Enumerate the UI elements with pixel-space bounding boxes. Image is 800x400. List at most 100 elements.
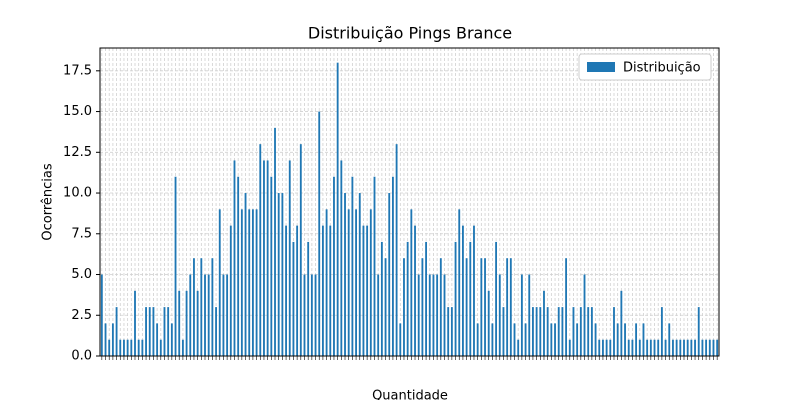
bar — [281, 193, 284, 356]
bar — [126, 339, 129, 356]
bar — [310, 274, 313, 356]
bar — [137, 339, 140, 356]
bar — [296, 225, 299, 356]
bar — [513, 323, 516, 356]
bar — [384, 258, 387, 356]
bar — [598, 339, 601, 356]
bar — [520, 274, 523, 356]
y-tick-label: 0.0 — [71, 349, 92, 364]
bar — [697, 307, 700, 356]
bar — [303, 274, 306, 356]
bar — [458, 209, 461, 356]
bar — [156, 323, 159, 356]
y-tick-label: 10.0 — [63, 186, 92, 201]
bar — [222, 274, 225, 356]
bar — [318, 111, 321, 356]
bar — [237, 176, 240, 356]
bar — [613, 307, 615, 356]
bar — [532, 307, 534, 356]
bar — [336, 62, 339, 357]
bar — [454, 241, 457, 356]
bar — [215, 307, 217, 356]
bar — [141, 339, 144, 356]
bar — [498, 274, 501, 356]
bar — [115, 307, 118, 356]
bar — [701, 339, 704, 356]
bar — [193, 258, 195, 356]
bar — [167, 307, 170, 356]
bar — [417, 274, 420, 356]
legend-swatch — [587, 62, 615, 72]
bar — [539, 307, 542, 356]
bar — [627, 339, 630, 356]
bar — [119, 339, 122, 356]
bar — [506, 258, 509, 356]
bar — [196, 290, 199, 356]
bar — [712, 339, 715, 356]
y-tick-label: 12.5 — [63, 145, 92, 160]
bar — [307, 241, 310, 356]
bar — [675, 339, 678, 356]
bar — [528, 274, 531, 356]
bar — [708, 339, 711, 356]
bar — [649, 339, 652, 356]
bar — [509, 258, 512, 356]
bar — [484, 258, 486, 356]
bar — [672, 339, 674, 356]
bar — [716, 339, 719, 356]
bar — [377, 274, 380, 356]
bar — [259, 144, 262, 356]
bar — [462, 225, 464, 356]
bar — [550, 323, 553, 356]
bar — [373, 176, 376, 356]
bar — [178, 290, 181, 356]
bar — [226, 274, 229, 356]
bar — [410, 209, 413, 356]
y-tick-label: 7.5 — [71, 226, 92, 241]
bar — [660, 307, 663, 356]
bar — [561, 307, 564, 356]
bar — [653, 339, 656, 356]
bar — [274, 127, 276, 356]
bar — [594, 323, 597, 356]
y-tick-label: 17.5 — [63, 63, 92, 78]
bar — [325, 209, 328, 356]
bar — [329, 225, 332, 356]
bar — [134, 290, 136, 356]
bar — [473, 225, 475, 356]
bar — [344, 193, 346, 356]
bar — [491, 323, 494, 356]
bar — [642, 323, 645, 356]
bar — [270, 176, 273, 356]
bar — [587, 307, 590, 356]
bar — [620, 290, 623, 356]
bar — [170, 323, 173, 356]
bar — [358, 193, 361, 356]
bar — [104, 323, 107, 356]
bar — [362, 225, 365, 356]
bar — [240, 209, 243, 356]
bar — [572, 307, 575, 356]
bar — [694, 339, 696, 356]
y-axis-label: Ocorrências — [41, 163, 56, 240]
bar — [535, 307, 538, 356]
x-axis-label: Quantidade — [372, 389, 448, 400]
bar — [450, 307, 453, 356]
bar — [266, 160, 269, 356]
bar — [189, 274, 192, 356]
bar — [233, 160, 236, 356]
bar — [546, 307, 549, 356]
legend-box — [578, 53, 712, 81]
bar — [255, 209, 258, 356]
bar — [369, 209, 372, 356]
bar — [432, 274, 435, 356]
bar — [576, 323, 579, 356]
bar — [211, 258, 214, 356]
chart-title: Distribuição Pings Brance — [308, 24, 512, 43]
bar — [148, 307, 151, 356]
bar — [251, 209, 254, 356]
bar — [163, 307, 166, 356]
bar — [638, 339, 641, 356]
bar — [414, 225, 416, 356]
bar — [277, 193, 280, 356]
